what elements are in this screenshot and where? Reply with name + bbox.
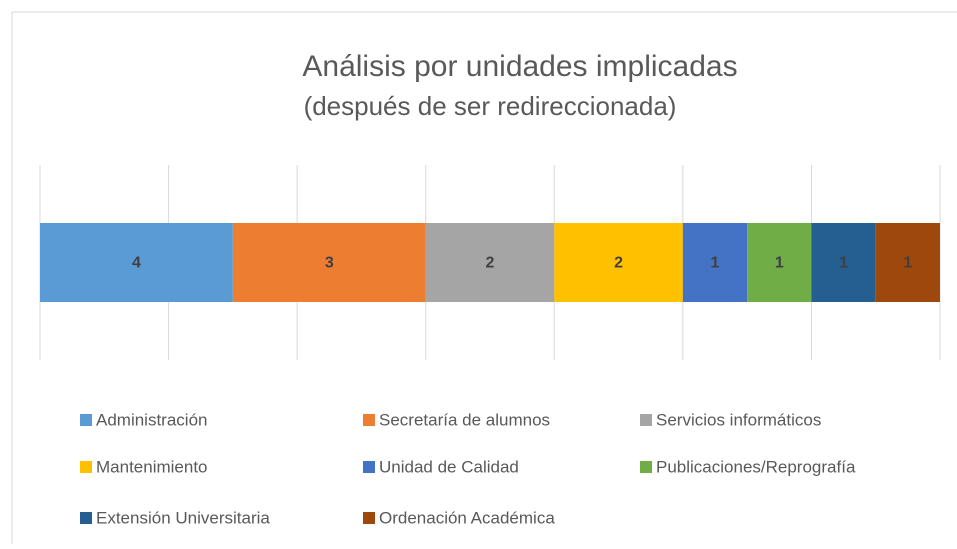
data-label: 2: [486, 255, 495, 272]
legend-label: Extensión Universitaria: [96, 508, 270, 527]
legend-swatch: [80, 414, 92, 426]
data-label: 1: [711, 255, 720, 272]
bar-segment: [554, 223, 683, 302]
bar-segment: [40, 223, 233, 302]
chart-title: Análisis por unidades implicadas: [302, 50, 737, 83]
legend-swatch: [363, 512, 375, 524]
data-label: 3: [325, 255, 334, 272]
bar-segment: [747, 223, 812, 302]
bar-segment: [682, 223, 748, 302]
legend-label: Secretaría de alumnos: [379, 410, 550, 429]
legend-label: Administración: [96, 410, 208, 429]
legend-label: Unidad de Calidad: [379, 457, 519, 476]
legend-label: Mantenimiento: [96, 457, 208, 476]
legend-swatch: [640, 461, 652, 473]
chart-subtitle: (después de ser redireccionada): [304, 91, 677, 121]
bar-segment: [875, 223, 940, 302]
bar-segment: [232, 223, 426, 302]
bar-segment: [425, 223, 555, 302]
legend-label: Ordenación Académica: [379, 508, 555, 527]
data-label: 1: [839, 255, 848, 272]
bar-segment: [811, 223, 876, 302]
data-label: 2: [614, 255, 623, 272]
data-label: 1: [775, 255, 784, 272]
legend-label: Servicios informáticos: [656, 410, 821, 429]
legend: Administración Secretaría de alumnos Servi…: [80, 410, 856, 527]
legend-swatch: [363, 414, 375, 426]
bars: [40, 223, 940, 302]
legend-swatch: [363, 461, 375, 473]
legend-swatch: [80, 461, 92, 473]
data-label: 4: [132, 255, 141, 272]
legend-swatch: [80, 512, 92, 524]
data-labels: 4 3 2 2 1 1 1 1: [132, 255, 912, 272]
legend-swatch: [640, 414, 652, 426]
data-label: 1: [903, 255, 912, 272]
legend-label: Publicaciones/Reprografía: [656, 457, 856, 476]
